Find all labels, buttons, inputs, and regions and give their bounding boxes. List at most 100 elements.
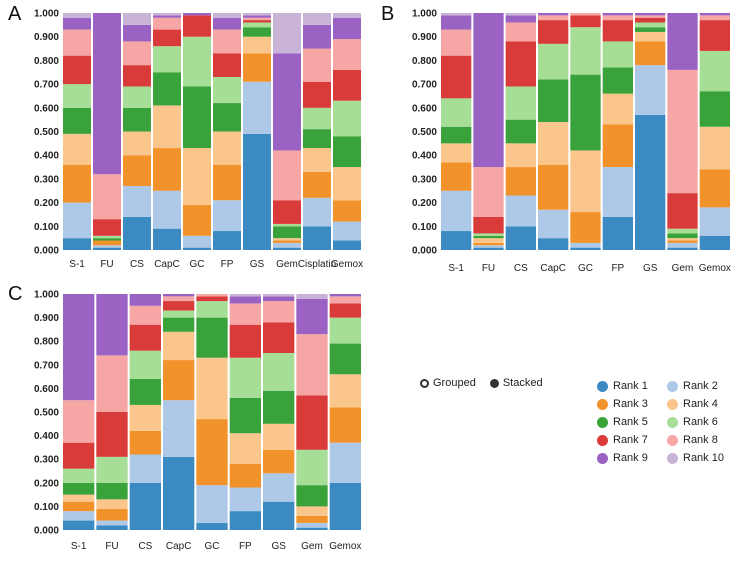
bar-segment-gs-rank-5[interactable] xyxy=(243,27,271,37)
bar-segment-gs-rank-5[interactable] xyxy=(635,27,666,32)
bar-segment-gs-rank-3[interactable] xyxy=(635,41,666,66)
bar-segment-gem-rank-8[interactable] xyxy=(273,150,301,201)
bar-segment-fp-rank-4[interactable] xyxy=(602,93,633,125)
bar-segment-s-1-rank-10[interactable] xyxy=(63,13,91,18)
bar-segment-gc-rank-4[interactable] xyxy=(183,148,211,205)
stacked-radio-icon[interactable] xyxy=(489,378,499,388)
bar-segment-cs-rank-9[interactable] xyxy=(129,294,161,306)
bar-segment-gemox-rank-1[interactable] xyxy=(333,240,361,250)
bar-segment-s-1-rank-1[interactable] xyxy=(63,520,95,530)
bar-segment-gem-rank-6[interactable] xyxy=(667,228,698,234)
bar-segment-fp-rank-2[interactable] xyxy=(213,200,241,232)
bar-segment-s-1-rank-3[interactable] xyxy=(63,164,91,203)
bar-segment-fu-rank-9[interactable] xyxy=(96,294,128,356)
bar-segment-s-1-rank-8[interactable] xyxy=(441,29,472,56)
bar-segment-cs-rank-1[interactable] xyxy=(505,226,536,250)
bar-segment-gc-rank-9[interactable] xyxy=(183,13,211,16)
bar-segment-gemox-rank-8[interactable] xyxy=(329,296,361,304)
bar-segment-fp-rank-3[interactable] xyxy=(602,124,633,168)
bar-segment-gs-rank-2[interactable] xyxy=(243,81,271,134)
bar-segment-fp-rank-1[interactable] xyxy=(213,231,241,250)
bar-segment-s-1-rank-8[interactable] xyxy=(63,29,91,56)
bar-segment-capc-rank-9[interactable] xyxy=(538,13,569,16)
bar-segment-cs-rank-7[interactable] xyxy=(123,65,151,87)
bar-segment-capc-rank-1[interactable] xyxy=(153,228,181,250)
bar-segment-s-1-rank-5[interactable] xyxy=(441,126,472,144)
bar-segment-gem-rank-5[interactable] xyxy=(273,226,301,239)
bar-segment-gem-rank-3[interactable] xyxy=(667,240,698,243)
bar-segment-fu-rank-8[interactable] xyxy=(93,174,121,220)
bar-segment-fu-rank-5[interactable] xyxy=(93,238,121,241)
bar-segment-cisplatin-rank-3[interactable] xyxy=(303,171,331,198)
stacked-option[interactable]: Stacked xyxy=(489,377,543,389)
bar-segment-gc-rank-4[interactable] xyxy=(196,357,228,420)
bar-segment-fp-rank-1[interactable] xyxy=(229,511,261,530)
bar-segment-s-1-rank-3[interactable] xyxy=(441,162,472,191)
bar-segment-cs-rank-9[interactable] xyxy=(505,15,536,23)
bar-segment-fu-rank-6[interactable] xyxy=(93,235,121,239)
bar-segment-fp-rank-6[interactable] xyxy=(229,357,261,398)
bar-segment-capc-rank-2[interactable] xyxy=(538,209,569,239)
bar-segment-capc-rank-6[interactable] xyxy=(163,310,195,318)
bar-segment-cs-rank-7[interactable] xyxy=(505,41,536,87)
bar-segment-gs-rank-4[interactable] xyxy=(635,31,666,42)
bar-segment-s-1-rank-9[interactable] xyxy=(441,15,472,30)
bar-segment-s-1-rank-7[interactable] xyxy=(441,55,472,99)
bar-segment-capc-rank-10[interactable] xyxy=(153,13,181,16)
bar-segment-gs-rank-8[interactable] xyxy=(635,15,666,18)
bar-segment-fp-rank-2[interactable] xyxy=(602,167,633,217)
bar-segment-gem-rank-5[interactable] xyxy=(667,233,698,239)
bar-segment-fp-rank-8[interactable] xyxy=(213,29,241,54)
bar-segment-fp-rank-8[interactable] xyxy=(229,303,261,325)
bar-segment-capc-rank-5[interactable] xyxy=(163,317,195,332)
bar-segment-cs-rank-2[interactable] xyxy=(123,186,151,217)
bar-segment-fp-rank-3[interactable] xyxy=(213,164,241,201)
bar-segment-fp-rank-6[interactable] xyxy=(213,76,241,104)
legend-item-rank-1[interactable]: Rank 1 xyxy=(597,380,648,392)
bar-segment-cs-rank-4[interactable] xyxy=(123,131,151,156)
bar-segment-fu-rank-8[interactable] xyxy=(96,355,128,412)
bar-segment-fu-rank-7[interactable] xyxy=(96,412,128,457)
bar-segment-cs-rank-6[interactable] xyxy=(129,350,161,379)
bar-segment-gemox-rank-9[interactable] xyxy=(329,294,361,297)
bar-segment-gc-rank-2[interactable] xyxy=(570,242,601,248)
bar-segment-gs-rank-6[interactable] xyxy=(263,353,295,391)
bar-segment-gemox-rank-7[interactable] xyxy=(699,20,730,51)
bar-segment-gem-rank-4[interactable] xyxy=(273,238,301,241)
bar-segment-gs-rank-10[interactable] xyxy=(263,294,295,297)
bar-segment-gemox-rank-4[interactable] xyxy=(329,374,361,408)
bar-segment-gemox-rank-5[interactable] xyxy=(329,343,361,375)
bar-segment-capc-rank-4[interactable] xyxy=(153,105,181,149)
bar-segment-fu-rank-3[interactable] xyxy=(473,242,504,246)
bar-segment-cs-rank-4[interactable] xyxy=(505,143,536,168)
bar-segment-cisplatin-rank-6[interactable] xyxy=(303,107,331,130)
bar-segment-cs-rank-8[interactable] xyxy=(129,305,161,325)
bar-segment-fp-rank-9[interactable] xyxy=(229,296,261,304)
bar-segment-cs-rank-6[interactable] xyxy=(505,86,536,120)
bar-segment-s-1-rank-2[interactable] xyxy=(63,202,91,239)
bar-segment-gs-rank-9[interactable] xyxy=(243,15,271,18)
bar-segment-cs-rank-8[interactable] xyxy=(123,41,151,66)
bar-segment-gc-rank-8[interactable] xyxy=(570,13,601,16)
bar-segment-capc-rank-4[interactable] xyxy=(163,331,195,361)
bar-segment-gemox-rank-7[interactable] xyxy=(329,303,361,318)
bar-segment-gem-rank-9[interactable] xyxy=(273,53,301,151)
bar-segment-gem-rank-7[interactable] xyxy=(296,395,328,450)
bar-segment-capc-rank-8[interactable] xyxy=(538,15,569,21)
bar-segment-gemox-rank-4[interactable] xyxy=(699,126,730,170)
bar-segment-gem-rank-8[interactable] xyxy=(296,334,328,396)
bar-segment-cs-rank-3[interactable] xyxy=(123,155,151,187)
bar-segment-gemox-rank-5[interactable] xyxy=(333,136,361,168)
bar-segment-fp-rank-1[interactable] xyxy=(602,216,633,250)
bar-segment-s-1-rank-4[interactable] xyxy=(63,494,95,502)
bar-segment-capc-rank-9[interactable] xyxy=(163,294,195,297)
bar-segment-gemox-rank-2[interactable] xyxy=(699,207,730,236)
bar-segment-gs-rank-1[interactable] xyxy=(243,133,271,250)
bar-segment-gemox-rank-8[interactable] xyxy=(699,15,730,21)
bar-segment-fp-rank-8[interactable] xyxy=(602,15,633,21)
bar-segment-cs-rank-10[interactable] xyxy=(505,13,536,16)
bar-segment-gem-rank-9[interactable] xyxy=(296,298,328,335)
bar-segment-gem-rank-5[interactable] xyxy=(296,485,328,507)
bar-segment-gemox-rank-1[interactable] xyxy=(329,482,361,530)
bar-segment-gemox-rank-3[interactable] xyxy=(333,200,361,222)
